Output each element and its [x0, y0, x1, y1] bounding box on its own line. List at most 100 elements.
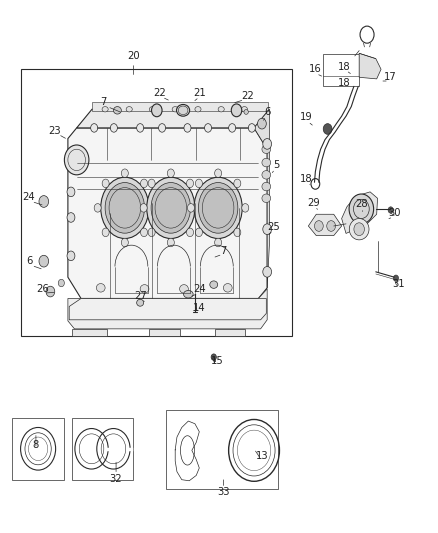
Ellipse shape [177, 104, 190, 116]
Text: 7: 7 [220, 246, 226, 255]
Text: 18: 18 [338, 62, 350, 71]
Ellipse shape [137, 300, 144, 306]
Polygon shape [72, 329, 107, 336]
Circle shape [67, 213, 75, 222]
Text: 14: 14 [193, 303, 205, 313]
Text: 29: 29 [307, 198, 320, 207]
Circle shape [39, 255, 49, 267]
Polygon shape [342, 192, 378, 233]
Ellipse shape [113, 107, 121, 114]
Text: 32: 32 [110, 474, 122, 483]
Circle shape [354, 223, 364, 236]
Ellipse shape [198, 182, 238, 233]
Ellipse shape [184, 290, 193, 298]
Circle shape [327, 221, 336, 231]
Text: 24: 24 [22, 192, 35, 202]
Circle shape [141, 179, 148, 188]
Polygon shape [77, 109, 269, 128]
Circle shape [39, 196, 49, 207]
Bar [21, 69, 292, 336]
Bar [72, 418, 133, 480]
Text: 22: 22 [241, 91, 254, 101]
Ellipse shape [262, 194, 271, 203]
Circle shape [110, 124, 117, 132]
Circle shape [195, 179, 202, 188]
Circle shape [349, 194, 374, 224]
Ellipse shape [241, 107, 247, 112]
Text: 18: 18 [300, 174, 313, 183]
Circle shape [187, 228, 194, 237]
Text: 6: 6 [264, 107, 270, 117]
Circle shape [167, 238, 174, 247]
Polygon shape [254, 109, 269, 288]
Circle shape [167, 169, 174, 177]
Polygon shape [69, 298, 266, 320]
Circle shape [148, 228, 155, 237]
Ellipse shape [102, 107, 108, 112]
Ellipse shape [262, 182, 271, 191]
Circle shape [242, 204, 249, 212]
Circle shape [205, 124, 212, 132]
Text: 28: 28 [355, 199, 367, 208]
Circle shape [184, 124, 191, 132]
Ellipse shape [126, 107, 132, 112]
Bar [12, 418, 64, 480]
Circle shape [187, 179, 194, 188]
Circle shape [211, 354, 216, 360]
Text: 6: 6 [27, 256, 33, 266]
Circle shape [121, 169, 128, 177]
Circle shape [194, 204, 201, 212]
Text: 31: 31 [392, 279, 405, 288]
Circle shape [67, 251, 75, 261]
Circle shape [121, 238, 128, 247]
Circle shape [46, 286, 55, 297]
Text: 24: 24 [193, 284, 205, 294]
Circle shape [67, 187, 75, 197]
Text: 18: 18 [338, 78, 350, 87]
Polygon shape [68, 289, 267, 329]
Circle shape [102, 228, 109, 237]
Text: 27: 27 [134, 291, 147, 301]
Circle shape [91, 124, 98, 132]
Text: 19: 19 [300, 112, 313, 122]
Ellipse shape [140, 285, 149, 293]
Text: 23: 23 [49, 126, 61, 135]
Text: 7: 7 [100, 98, 106, 107]
Circle shape [64, 145, 89, 175]
Circle shape [231, 104, 242, 117]
Circle shape [215, 169, 222, 177]
Circle shape [263, 224, 272, 235]
Ellipse shape [96, 284, 105, 292]
Text: 30: 30 [388, 208, 400, 218]
Ellipse shape [147, 177, 195, 239]
Polygon shape [149, 329, 180, 336]
Ellipse shape [262, 145, 271, 154]
Circle shape [258, 118, 266, 129]
Circle shape [140, 204, 147, 212]
Circle shape [141, 228, 148, 237]
Circle shape [323, 124, 332, 134]
Circle shape [58, 279, 64, 287]
Circle shape [248, 124, 255, 132]
Circle shape [152, 104, 162, 117]
Circle shape [234, 228, 241, 237]
Circle shape [388, 207, 393, 213]
Ellipse shape [244, 110, 248, 115]
Bar [323, 54, 359, 86]
Text: 8: 8 [33, 440, 39, 450]
Polygon shape [359, 53, 381, 79]
Circle shape [234, 179, 241, 188]
Text: 20: 20 [127, 51, 140, 61]
Ellipse shape [262, 171, 271, 179]
Bar [166, 410, 278, 489]
Polygon shape [215, 329, 245, 336]
Circle shape [94, 204, 101, 212]
Ellipse shape [149, 107, 155, 112]
Circle shape [159, 124, 166, 132]
Ellipse shape [180, 285, 188, 293]
Circle shape [229, 124, 236, 132]
Polygon shape [92, 102, 268, 111]
Ellipse shape [101, 177, 149, 239]
Circle shape [137, 124, 144, 132]
Ellipse shape [349, 219, 369, 240]
